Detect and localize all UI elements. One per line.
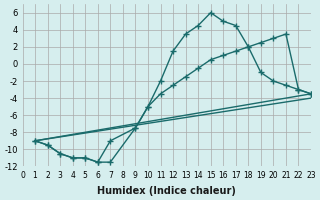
X-axis label: Humidex (Indice chaleur): Humidex (Indice chaleur) <box>97 186 236 196</box>
